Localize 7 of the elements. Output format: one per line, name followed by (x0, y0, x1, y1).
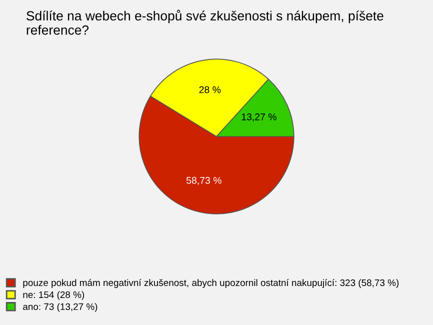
legend-label: ne: 154 (28 %) (23, 291, 84, 300)
legend-label: pouze pokud mám negativní zkušenost, abych upozornil ostatní nakupující: 323 (58,73 %) (23, 279, 399, 288)
legend-label: ano: 73 (13,27 %) (23, 303, 98, 312)
chart-title: Sdílíte na webech e-shopů své zkušenosti s nákupem, píšete reference? (26, 10, 384, 35)
data-label: 28 % (199, 86, 221, 94)
data-label: 13,27 % (242, 113, 276, 122)
data-label: 58,73 % (186, 176, 222, 185)
